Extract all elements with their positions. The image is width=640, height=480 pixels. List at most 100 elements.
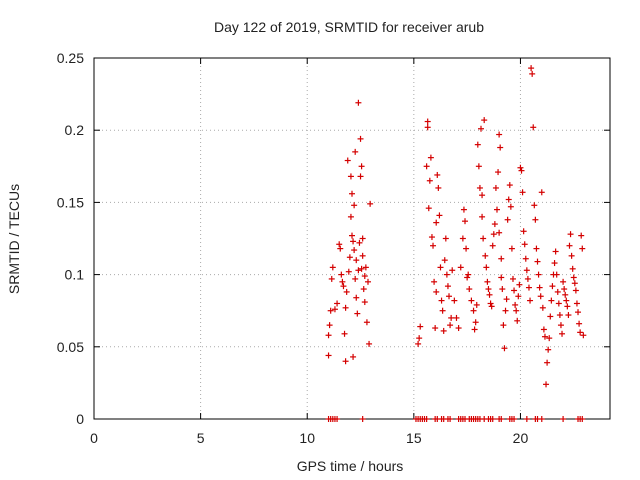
data-point — [336, 241, 343, 248]
zero-point — [579, 416, 586, 422]
data-point — [539, 304, 546, 311]
data-point — [513, 307, 520, 314]
data-point — [548, 297, 555, 304]
data-point — [535, 271, 542, 278]
data-point — [326, 322, 333, 329]
zero-point — [498, 416, 505, 422]
zero-point — [423, 416, 430, 422]
data-point — [534, 258, 541, 265]
data-point — [465, 271, 472, 278]
data-point — [566, 242, 573, 249]
data-point — [545, 346, 552, 353]
data-point — [367, 200, 374, 207]
data-point — [362, 264, 369, 271]
data-point — [503, 296, 510, 303]
data-point — [457, 264, 464, 271]
data-point — [475, 163, 482, 170]
data-point — [350, 238, 357, 245]
data-point — [533, 245, 540, 252]
data-point — [360, 286, 367, 293]
data-point — [570, 274, 577, 281]
zero-point — [334, 416, 341, 422]
data-point — [358, 163, 365, 170]
y-tick-label: 0.05 — [57, 339, 84, 355]
data-point — [352, 148, 359, 155]
data-point — [342, 304, 349, 311]
data-point — [559, 330, 566, 337]
data-point — [343, 288, 350, 295]
data-point — [489, 242, 496, 249]
data-point — [433, 288, 440, 295]
x-tick-label: 15 — [406, 430, 422, 446]
x-tick-label: 5 — [197, 430, 205, 446]
data-point — [349, 190, 355, 197]
data-point — [351, 202, 358, 209]
data-point — [476, 184, 483, 191]
data-point — [560, 278, 567, 285]
data-point — [464, 274, 471, 281]
data-point — [568, 252, 575, 259]
data-point — [543, 381, 550, 388]
data-point — [488, 303, 495, 310]
data-point — [423, 163, 430, 170]
data-point — [451, 297, 458, 304]
data-point — [346, 254, 353, 261]
data-point — [345, 268, 352, 275]
data-point — [556, 312, 563, 319]
data-point — [359, 252, 366, 259]
x-tick-label: 20 — [513, 430, 529, 446]
data-point — [482, 252, 489, 259]
data-point — [579, 245, 586, 252]
data-point — [354, 310, 361, 317]
x-axis: 0 5 10 15 20 — [90, 58, 528, 446]
data-point — [567, 231, 574, 238]
data-point — [529, 70, 536, 77]
data-point — [340, 283, 347, 290]
data-point — [577, 329, 584, 336]
data-point — [444, 283, 451, 290]
data-point — [449, 267, 456, 274]
data-point — [356, 239, 363, 246]
data-point — [427, 154, 434, 161]
data-point — [498, 274, 505, 281]
y-axis: 0 0.05 0.1 0.15 0.2 0.25 — [57, 50, 610, 427]
x-tick-label: 0 — [90, 430, 98, 446]
y-tick-label: 0 — [76, 411, 84, 427]
data-point — [506, 182, 513, 189]
data-point — [499, 286, 506, 293]
data-point — [504, 216, 511, 223]
data-point — [487, 300, 494, 307]
zero-point — [359, 416, 366, 422]
data-point — [564, 303, 571, 310]
data-point — [486, 291, 493, 298]
data-point — [511, 287, 518, 294]
data-point — [440, 327, 447, 334]
data-point — [431, 278, 438, 285]
data-point — [473, 301, 480, 308]
data-point — [446, 293, 453, 300]
data-point — [519, 189, 526, 196]
y-tick-label: 0.15 — [57, 194, 84, 210]
data-point — [552, 248, 559, 255]
data-point — [508, 245, 515, 252]
data-point — [555, 300, 562, 307]
data-point — [337, 245, 344, 252]
data-point — [426, 177, 433, 184]
data-point — [509, 275, 516, 282]
data-point — [517, 164, 524, 171]
data-point — [363, 319, 370, 326]
grid-lines — [94, 58, 610, 419]
data-point — [563, 297, 570, 304]
data-point — [515, 293, 522, 300]
data-point — [546, 335, 553, 342]
y-tick-label: 0.1 — [65, 267, 85, 283]
data-point — [572, 287, 579, 294]
data-point — [500, 322, 507, 329]
data-point — [481, 117, 488, 124]
data-point — [438, 297, 445, 304]
data-point — [549, 283, 556, 290]
data-point — [448, 314, 455, 321]
data-point — [358, 265, 365, 272]
data-point — [425, 205, 432, 212]
data-point — [472, 319, 479, 326]
